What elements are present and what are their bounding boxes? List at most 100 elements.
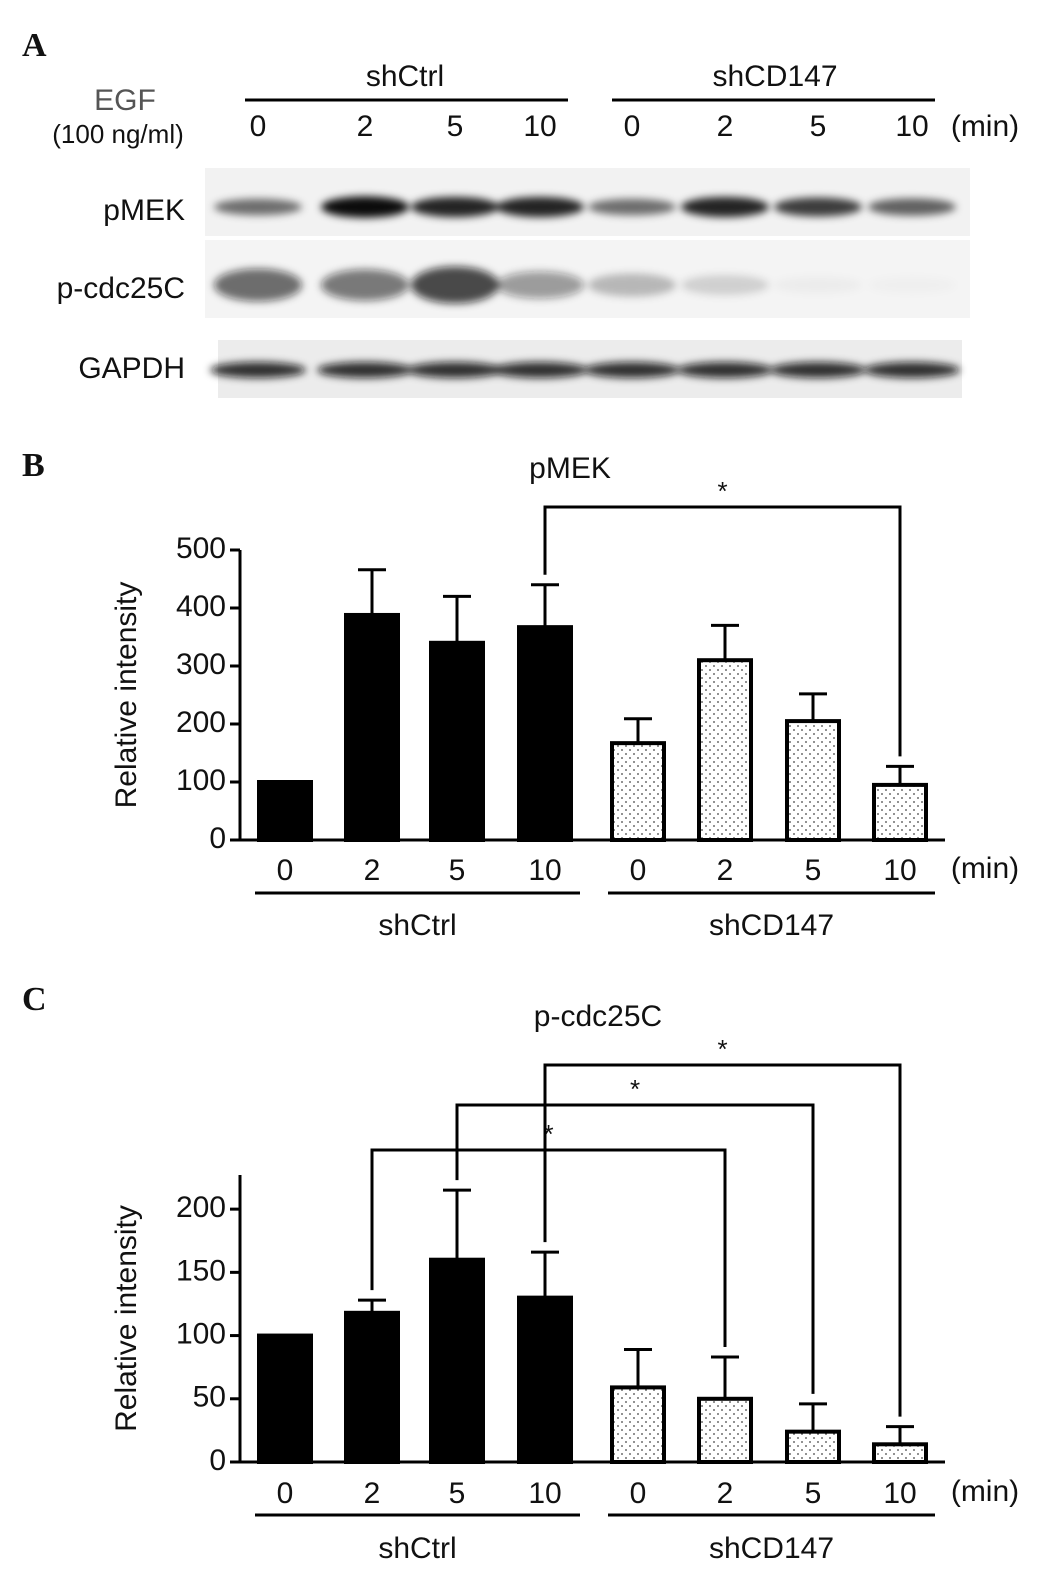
- bar: [610, 741, 666, 843]
- chart-title: p-cdc25C: [534, 1000, 662, 1033]
- significance-bracket: [370, 1148, 727, 1348]
- band: [868, 198, 956, 216]
- group-label: shCD147: [709, 1532, 834, 1565]
- band: [407, 362, 503, 378]
- y-tick-label: 100: [176, 764, 226, 797]
- group-label: shCD147: [712, 60, 837, 93]
- band: [496, 271, 584, 299]
- error-bar: [531, 1250, 559, 1298]
- bar: [872, 1442, 928, 1465]
- error-bar: [799, 1402, 827, 1432]
- lane-label: 10: [523, 110, 556, 143]
- row-label: GAPDH: [78, 352, 185, 385]
- y-tick-label: 200: [176, 706, 226, 739]
- y-axis-title: Relative intensity: [110, 1205, 143, 1432]
- band: [774, 197, 862, 217]
- significance-bracket: [543, 505, 902, 757]
- bar: [785, 719, 841, 842]
- y-axis-title: Relative intensity: [110, 582, 143, 809]
- x-tick-label: 5: [805, 1477, 822, 1510]
- lane-label: 5: [447, 110, 464, 143]
- x-tick-label: 0: [630, 1477, 647, 1510]
- y-tick-label: 500: [176, 532, 226, 565]
- lane-label: 2: [357, 110, 374, 143]
- blot-strip: [205, 240, 970, 318]
- x-tick-label: 0: [277, 1477, 294, 1510]
- band: [317, 362, 413, 378]
- bar: [872, 782, 928, 843]
- x-tick-label: 0: [630, 854, 647, 887]
- band: [588, 273, 676, 297]
- bar: [517, 1295, 573, 1465]
- band: [681, 274, 769, 296]
- row-label: p-cdc25C: [57, 272, 185, 305]
- treatment: EGF: [94, 84, 156, 117]
- bar: [785, 1429, 841, 1464]
- band: [214, 198, 302, 216]
- error-bar: [886, 764, 914, 785]
- band: [677, 362, 773, 378]
- blot-bands: [210, 196, 960, 378]
- error-bar: [711, 623, 739, 661]
- error-bar: [443, 594, 471, 643]
- band: [321, 196, 409, 218]
- band: [584, 362, 680, 378]
- error-bar: [624, 717, 652, 744]
- group-label: shCtrl: [378, 909, 456, 942]
- group-label: shCtrl: [366, 60, 444, 93]
- error-bar: [531, 583, 559, 628]
- significance-label: *: [717, 476, 727, 506]
- x-tick-label: 5: [805, 854, 822, 887]
- dose: (100 ng/ml): [52, 119, 184, 149]
- band: [411, 266, 499, 304]
- bar: [429, 1257, 485, 1464]
- y-tick-label: 150: [176, 1254, 226, 1287]
- error-bar: [443, 1188, 471, 1260]
- bar: [257, 780, 313, 842]
- x-tick-label: 10: [883, 1477, 916, 1510]
- lane-label: 5: [810, 110, 827, 143]
- error-bar: [624, 1347, 652, 1388]
- panel-letter: C: [22, 981, 47, 1018]
- y-tick-label: 0: [209, 822, 226, 855]
- bar: [257, 1333, 313, 1464]
- unit: (min): [951, 1475, 1019, 1508]
- y-tick-label: 50: [193, 1381, 226, 1414]
- significance-label: *: [630, 1074, 640, 1104]
- error-bar: [886, 1425, 914, 1445]
- x-tick-label: 10: [528, 1477, 561, 1510]
- band: [411, 196, 499, 218]
- chart-title: pMEK: [529, 452, 611, 485]
- group-label: shCtrl: [378, 1532, 456, 1565]
- band: [770, 362, 866, 378]
- x-tick-label: 2: [364, 854, 381, 887]
- x-tick-label: 10: [528, 854, 561, 887]
- band: [496, 196, 584, 218]
- row-label: pMEK: [103, 194, 185, 227]
- bar: [697, 658, 753, 843]
- x-tick-label: 2: [717, 1477, 734, 1510]
- error-bar: [358, 1298, 386, 1313]
- band: [774, 277, 862, 294]
- unit: (min): [951, 852, 1019, 885]
- bar: [344, 1310, 400, 1464]
- bar: [610, 1385, 666, 1464]
- bar: [344, 612, 400, 843]
- band: [492, 362, 588, 378]
- band: [210, 362, 306, 378]
- significance-label: *: [543, 1119, 553, 1149]
- band: [681, 196, 769, 218]
- significance-label: *: [717, 1034, 727, 1064]
- band: [214, 268, 302, 302]
- x-tick-label: 2: [364, 1477, 381, 1510]
- y-tick-label: 0: [209, 1444, 226, 1477]
- x-tick-label: 5: [449, 1477, 466, 1510]
- error-bar: [358, 568, 386, 615]
- lane-label: 10: [895, 110, 928, 143]
- panel-letter: A: [22, 27, 47, 64]
- y-tick-label: 400: [176, 590, 226, 623]
- lane-label: 2: [717, 110, 734, 143]
- bar: [517, 625, 573, 843]
- error-bar: [711, 1355, 739, 1399]
